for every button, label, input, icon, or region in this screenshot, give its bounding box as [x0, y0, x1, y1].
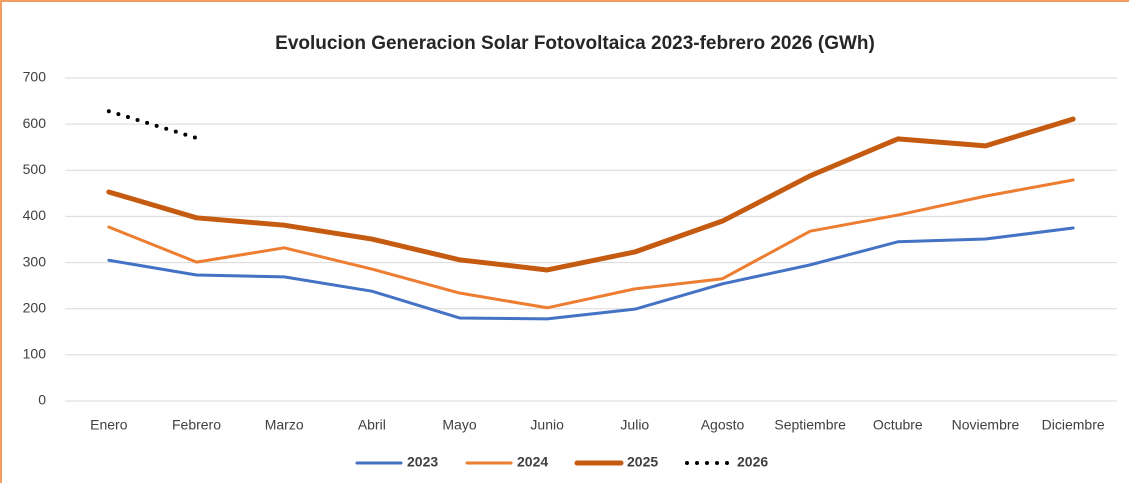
legend-label: 2024 [517, 454, 548, 470]
x-tick-label: Enero [90, 417, 128, 433]
x-tick-label: Diciembre [1042, 417, 1105, 433]
x-tick-label: Octubre [873, 417, 923, 433]
series-line [107, 226, 1075, 321]
y-tick-label: 200 [23, 299, 47, 315]
x-tick-label: Febrero [172, 417, 221, 433]
y-tick-label: 300 [23, 253, 47, 269]
legend-label: 2025 [627, 454, 658, 470]
x-tick-label: Junio [530, 417, 564, 433]
x-tick-label: Mayo [442, 417, 476, 433]
series-line [106, 116, 1076, 273]
x-tick-label: Marzo [265, 417, 304, 433]
x-tick-label: Septiembre [774, 417, 846, 433]
y-tick-label: 400 [23, 207, 47, 223]
legend-label: 2026 [737, 454, 768, 470]
x-tick-label: Abril [358, 417, 386, 433]
legend-label: 2023 [407, 454, 438, 470]
y-tick-label: 700 [23, 69, 47, 85]
series-line [107, 178, 1075, 310]
y-tick-label: 0 [38, 392, 46, 408]
chart-title: Evolucion Generacion Solar Fotovoltaica … [275, 33, 875, 54]
y-tick-label: 500 [23, 161, 47, 177]
x-tick-label: Agosto [701, 417, 745, 433]
y-tick-label: 100 [23, 346, 47, 362]
x-tick-label: Noviembre [952, 417, 1020, 433]
x-tick-label: Julio [620, 417, 649, 433]
y-tick-label: 600 [23, 115, 47, 131]
